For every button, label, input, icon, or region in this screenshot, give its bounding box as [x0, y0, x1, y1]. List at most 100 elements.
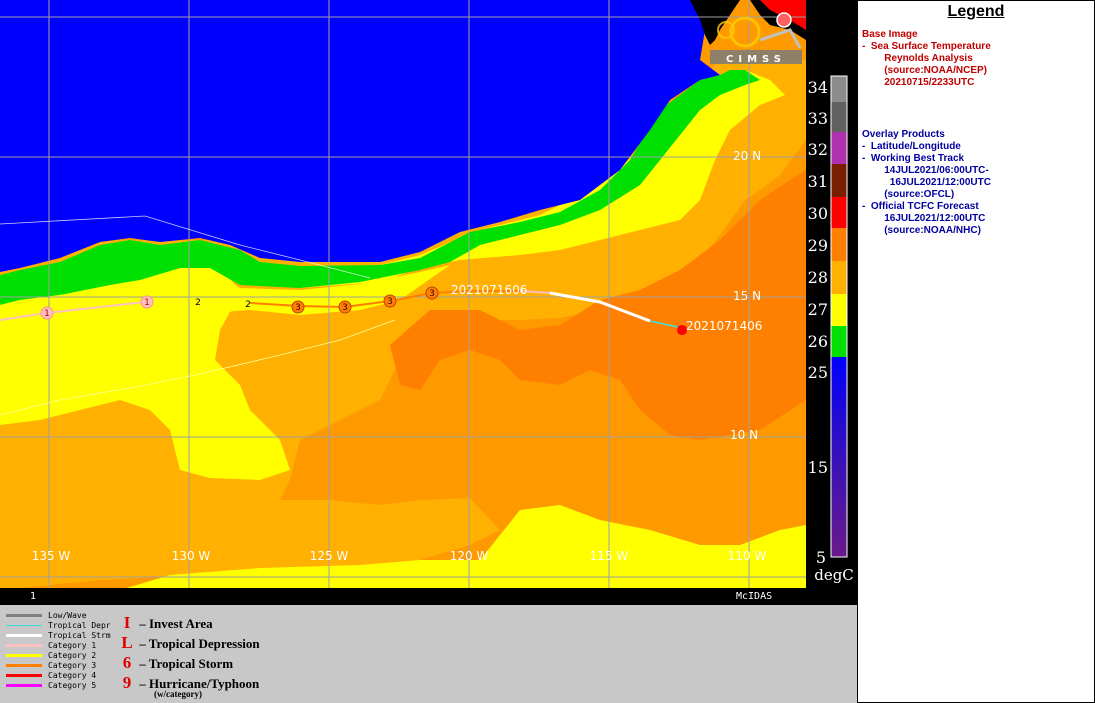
- map-footer-right: McIDAS: [736, 591, 772, 602]
- cb-label-26: 26: [808, 332, 828, 351]
- marker-cat3-c: 3: [383, 294, 397, 308]
- lat-label-10n: 10 N: [730, 428, 758, 442]
- storm-markers: 1 1 2 2 3 3 3 3: [40, 286, 687, 335]
- lon-label-115w: 115 W: [590, 549, 629, 563]
- svg-text:3: 3: [429, 289, 435, 299]
- svg-text:3: 3: [387, 297, 393, 307]
- cb-label-5: 5: [816, 548, 826, 567]
- svg-text:2: 2: [195, 298, 201, 308]
- marker-cat2-a: 2: [195, 298, 201, 308]
- svg-text:3: 3: [342, 303, 348, 313]
- swatch-32: [831, 132, 847, 164]
- overlay-heading: Overlay Products: [862, 129, 945, 140]
- cb-label-29: 29: [808, 236, 828, 255]
- track-legend-item: Category 3: [6, 661, 96, 671]
- colorbar-swatches: [830, 75, 848, 558]
- invest-area-icon: I: [123, 613, 131, 632]
- swatch-29: [831, 228, 847, 261]
- svg-text:1: 1: [144, 298, 150, 308]
- symbol-hurricane: 9 – Hurricane/Typhoon: [118, 673, 260, 693]
- marker-cat1-b: 1: [140, 295, 154, 309]
- lon-label-135w: 135 W: [32, 549, 71, 563]
- track-legend-item: Category 4: [6, 671, 96, 681]
- map-footer-band: [0, 588, 806, 603]
- marker-cat3-a: 3: [291, 300, 305, 314]
- sst-band-27: [0, 268, 290, 480]
- lat-label-20n: 20 N: [733, 149, 761, 163]
- overlay-line: 14JUL2021/06:00UTC-: [862, 165, 989, 176]
- track-tropical-storm: [549, 291, 651, 323]
- sst-band-29-core: [390, 170, 806, 440]
- base-image-heading: Base Image: [862, 29, 918, 40]
- track-legend-item: Tropical Strm: [6, 631, 111, 641]
- lon-label-120w: 120 W: [450, 549, 489, 563]
- cb-label-15: 15: [808, 458, 828, 477]
- lon-label-110w: 110 W: [728, 549, 767, 563]
- overlay-line: - Official TCFC Forecast: [862, 201, 979, 212]
- swatch-33: [831, 102, 847, 132]
- cb-label-31: 31: [808, 172, 828, 191]
- marker-cat2-b: 2: [245, 300, 251, 310]
- track-legend-item: Category 1: [6, 641, 96, 651]
- cb-label-33: 33: [808, 109, 828, 128]
- symbol-tropical-storm: 6 – Tropical Storm: [118, 653, 233, 673]
- svg-text:2: 2: [245, 300, 251, 310]
- tropical-depression-icon: L: [121, 633, 133, 652]
- overlay-line: - Latitude/Longitude: [862, 141, 961, 152]
- swatch-30: [831, 197, 847, 228]
- cb-label-27: 27: [808, 300, 828, 319]
- marker-cat3-b: 3: [338, 300, 352, 314]
- sst-band-27-south: [120, 505, 806, 590]
- track-low-wave: [0, 215, 371, 279]
- cb-label-30: 30: [808, 204, 828, 223]
- swatch-25-to-5: [831, 357, 847, 557]
- sst-band-26: [0, 70, 760, 305]
- legend-panel: Legend Base Image - Sea Surface Temperat…: [857, 0, 1095, 703]
- track-tropical-depression: [649, 320, 683, 329]
- track-forecast-west: [0, 319, 396, 416]
- cb-label-34: 34: [808, 78, 828, 97]
- track-legend-item: Tropical Depr: [6, 621, 111, 631]
- hurricane-icon: 9: [122, 673, 132, 692]
- track-legend-item: Category 2: [6, 651, 96, 661]
- lat-label-15n: 15 N: [733, 289, 761, 303]
- land-mexico: [690, 0, 740, 45]
- base-image-line: - Sea Surface Temperature: [862, 41, 991, 52]
- track-start-date-label: 2021071406: [686, 319, 762, 333]
- lon-label-130w: 130 W: [172, 549, 211, 563]
- swatch-34: [831, 76, 847, 102]
- swatch-31: [831, 164, 847, 197]
- overlay-line: (source:OFCL): [862, 189, 955, 200]
- marker-cat3-d: 3: [425, 286, 439, 300]
- track-end-date-label: 2021071606: [451, 283, 527, 297]
- symbol-tropical-depression: L – Tropical Depression: [118, 633, 259, 653]
- symbols-note: (w/category): [154, 689, 202, 699]
- overlay-line: - Working Best Track: [862, 153, 965, 164]
- svg-text:1: 1: [44, 309, 50, 319]
- track-legend: Low/Wave Tropical Depr Tropical Strm Cat…: [0, 603, 857, 703]
- swatch-27: [831, 294, 847, 326]
- overlay-line: 16JUL2021/12:00UTC: [862, 177, 991, 188]
- cb-unit: degC: [814, 566, 854, 584]
- overlay-line: 16JUL2021/12:00UTC: [862, 213, 986, 224]
- swatch-26: [831, 326, 847, 357]
- cimss-logo-text: CIMSS: [726, 54, 786, 65]
- cb-label-32: 32: [808, 140, 828, 159]
- graticule: [0, 0, 806, 588]
- symbol-invest-area: I – Invest Area: [118, 613, 213, 633]
- sst-band-28b: [0, 498, 500, 590]
- base-image-line: 20210715/2233UTC: [862, 77, 975, 88]
- base-image-line: (source:NOAA/NCEP): [862, 65, 988, 76]
- sst-band-25: [0, 0, 720, 272]
- overlay-line: (source:NOAA/NHC): [862, 225, 981, 236]
- map-footer-left: 1: [30, 591, 36, 602]
- sst-colorbar: 34 33 32 31 30 29 28 27 26 25 15 5 degC: [806, 0, 857, 603]
- track-cat1-east: [519, 290, 551, 294]
- cimss-logo: CIMSS: [710, 12, 802, 65]
- track-legend-item: Low/Wave: [6, 611, 87, 621]
- base-image-line: Reynolds Analysis: [862, 53, 973, 64]
- track-legend-item: Category 5: [6, 681, 96, 691]
- cb-label-25: 25: [808, 363, 828, 382]
- cb-label-28: 28: [808, 268, 828, 287]
- legend-title: Legend: [947, 3, 1005, 20]
